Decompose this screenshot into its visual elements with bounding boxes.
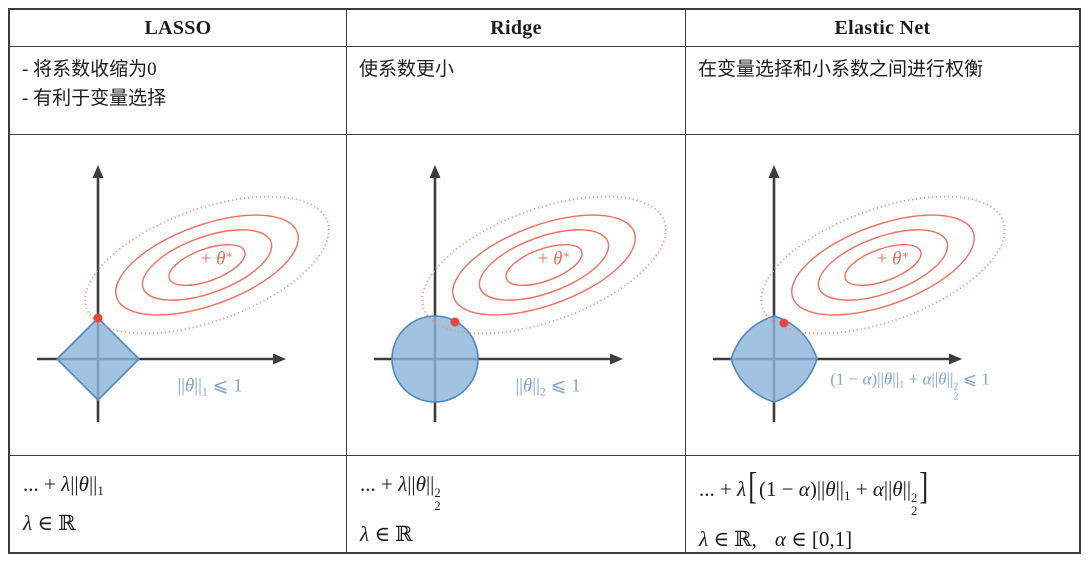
tangent-point [93,313,103,323]
contour-ellipse-1 [844,243,922,287]
contour-ellipses [760,195,1006,335]
description-line: - 有利于变量选择 [22,88,167,110]
contour-ellipse-2 [141,229,273,301]
diagram-lasso: + θ∗ ||θ||1 ⩽ 1 [10,135,347,456]
constraint-label: (1 − α)||θ||1 + α||θ|| 2 2 ⩽ 1 [830,369,990,403]
description-ridge: 使系数更小 [347,47,686,135]
description-lasso: - 将系数收缩为0 - 有利于变量选择 [10,47,347,135]
x-axis-arrowhead-icon [610,353,623,365]
description-elastic-net: 在变量选择和小系数之间进行权衡 [686,47,1079,135]
header-ridge: Ridge [347,10,686,47]
l2-ball-circle [391,315,479,403]
contour-ellipse-dotted [84,195,330,335]
contour-ellipse-3 [791,214,975,316]
penalty-formula: ... + λ[(1 − α)||θ||1 + α||θ|| 2 2] [699,465,929,518]
penalty-formula: ... + λ||θ||1 [23,472,104,498]
tangent-point [450,317,460,327]
x-axis-arrowhead-icon [273,353,286,365]
description-line: - 将系数收缩为0 [22,59,157,80]
theta-star-label: + θ∗ [537,248,571,270]
constraint-label: ||θ||1 ⩽ 1 [177,375,243,399]
contour-ellipses [84,195,330,335]
diagram-elastic-net: + θ∗ (1 − α)||θ||1 + α||θ|| 2 2 ⩽ 1 [686,135,1079,456]
formula-lasso: ... + λ||θ||1 λ ∈ ℝ [10,456,347,552]
lambda-domain: λ ∈ ℝ [23,510,76,535]
y-axis-arrowhead-icon [429,165,441,178]
x-axis-arrowhead-icon [949,353,962,365]
formula-ridge: ... + λ||θ|| 2 2 λ ∈ ℝ [347,456,686,552]
contour-ellipse-2 [478,229,610,301]
elastic-net-ball [730,315,818,403]
penalty-formula: ... + λ||θ|| 2 2 [360,472,441,513]
description-line: 使系数更小 [359,59,455,80]
ridge-constraint-diagram [374,165,667,422]
contour-ellipse-1 [505,243,583,287]
contour-ellipse-dotted [760,195,1006,335]
theta-star-label: + θ∗ [200,248,234,270]
theta-star-label: + θ∗ [876,248,910,270]
header-lasso: LASSO [10,10,347,47]
contour-ellipse-2 [817,229,949,301]
elastic-net-constraint-diagram [713,165,1006,422]
y-axis-arrowhead-icon [768,165,780,178]
l1-ball-diamond [55,316,141,402]
lasso-constraint-diagram [37,165,330,422]
header-elastic-net: Elastic Net [686,10,1079,47]
constraint-label: ||θ||2 ⩽ 1 [515,375,581,399]
diagram-ridge: + θ∗ ||θ||2 ⩽ 1 [347,135,686,456]
contour-ellipse-3 [115,214,299,316]
formula-elastic-net: ... + λ[(1 − α)||θ||1 + α||θ|| 2 2] λ ∈ ℝ,… [686,456,1079,552]
tangent-point [779,318,789,328]
contour-ellipses [421,195,667,335]
description-line: 在变量选择和小系数之间进行权衡 [698,59,984,80]
contour-ellipse-3 [452,214,636,316]
lambda-domain: λ ∈ ℝ, α ∈ [0,1] [699,527,853,552]
contour-ellipse-1 [168,243,246,287]
contour-ellipse-dotted [421,195,667,335]
y-axis-arrowhead-icon [92,165,104,178]
comparison-table: LASSO Ridge Elastic Net - 将系数收缩为0 - 有利于变… [8,8,1081,554]
lambda-domain: λ ∈ ℝ [360,522,413,547]
